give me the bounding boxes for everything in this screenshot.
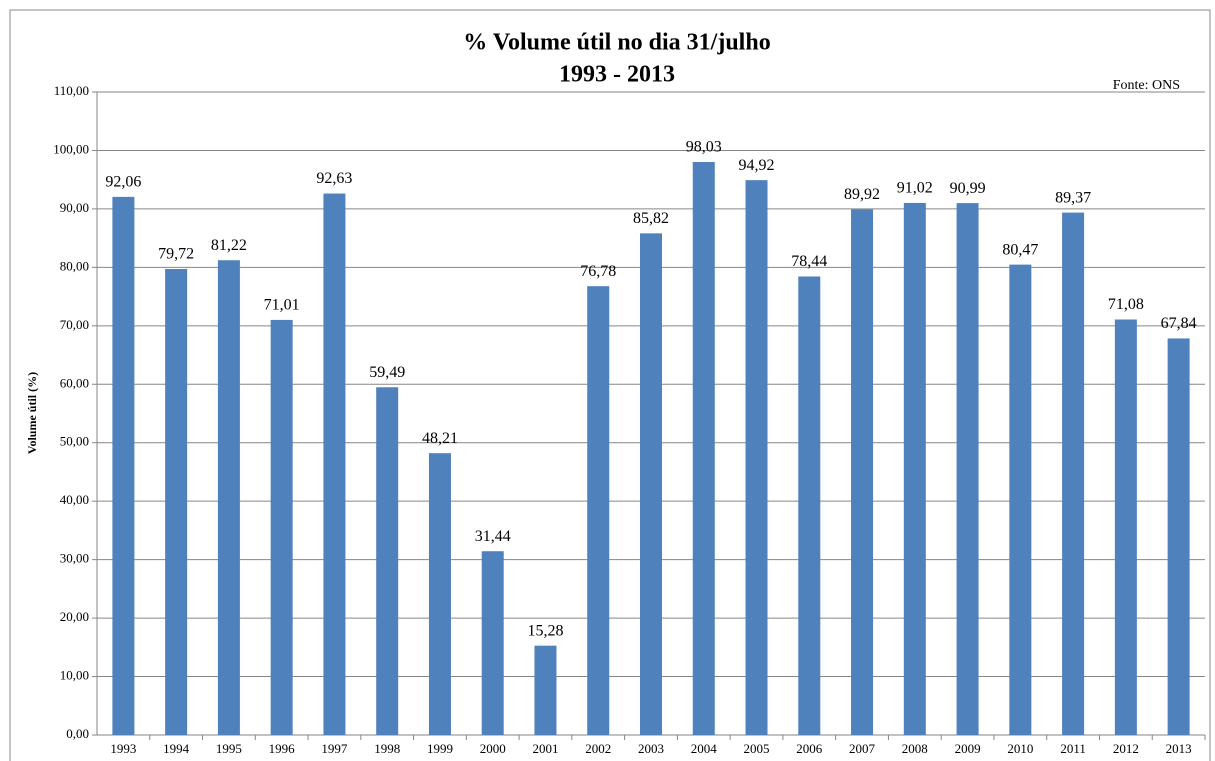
bar: [481, 551, 504, 735]
chart-title: % Volume útil no dia 31/julho: [463, 30, 770, 56]
x-tick-label: 2010: [1007, 741, 1033, 756]
bar: [534, 645, 557, 735]
x-tick-label: 2001: [532, 741, 558, 756]
bar: [587, 286, 610, 735]
y-tick-label: 110,00: [54, 83, 89, 98]
y-tick-label: 30,00: [60, 551, 89, 566]
value-label: 71,01: [264, 297, 300, 314]
value-label: 31,44: [475, 528, 511, 545]
x-tick-label: 1998: [374, 741, 400, 756]
y-tick-label: 90,00: [60, 200, 89, 215]
source-note: Fonte: ONS: [1113, 78, 1180, 93]
x-tick-label: 2008: [902, 741, 928, 756]
value-label: 92,63: [316, 170, 352, 187]
bar: [217, 260, 240, 735]
x-tick-label: 1993: [110, 741, 136, 756]
x-tick-label: 1999: [427, 741, 453, 756]
value-label: 59,49: [369, 364, 405, 381]
y-tick-label: 0,00: [66, 726, 89, 741]
bar: [323, 193, 346, 736]
chart-border: [9, 9, 1211, 761]
x-tick-label: 2009: [955, 741, 981, 756]
value-label: 81,22: [211, 237, 247, 254]
value-label: 78,44: [791, 253, 827, 270]
x-tick-label: 2000: [480, 741, 506, 756]
bar: [376, 387, 399, 735]
bar: [903, 202, 926, 736]
x-tick-label: 2012: [1113, 741, 1139, 756]
x-tick-label: 1996: [269, 741, 296, 756]
bar: [640, 233, 662, 736]
value-label: 91,02: [897, 180, 933, 197]
bar: [798, 276, 821, 735]
bar: [112, 196, 135, 736]
bar: [956, 203, 979, 736]
y-axis-label: Volume útil (%): [25, 372, 39, 454]
value-label: 90,99: [950, 180, 986, 197]
bar: [1167, 338, 1190, 735]
value-label: 67,84: [1161, 315, 1197, 332]
bar: [1114, 319, 1137, 735]
value-label: 85,82: [633, 210, 669, 227]
bar: [428, 453, 451, 735]
bar: [1009, 264, 1032, 735]
value-label: 80,47: [1002, 241, 1038, 258]
y-tick-label: 50,00: [60, 434, 89, 449]
value-label: 94,92: [739, 157, 775, 174]
x-tick-label: 2005: [744, 741, 770, 756]
x-tick-label: 2013: [1166, 741, 1192, 756]
x-tick-label: 2002: [585, 741, 611, 756]
x-tick-label: 2004: [691, 741, 718, 756]
chart-subtitle: 1993 - 2013: [559, 62, 675, 88]
x-tick-label: 1995: [216, 741, 242, 756]
x-tick-label: 2006: [796, 741, 823, 756]
bar: [1062, 212, 1085, 735]
y-tick-label: 40,00: [60, 492, 89, 507]
y-tick-label: 100,00: [53, 141, 89, 156]
value-label: 15,28: [527, 622, 563, 639]
x-tick-label: 1997: [321, 741, 348, 756]
x-tick-label: 2011: [1060, 741, 1086, 756]
bar: [745, 180, 768, 735]
value-label: 89,37: [1055, 189, 1091, 206]
y-tick-label: 20,00: [60, 609, 89, 624]
x-tick-label: 2003: [638, 741, 664, 756]
value-label: 76,78: [580, 263, 616, 280]
bar: [165, 269, 188, 735]
x-tick-label: 1994: [163, 741, 190, 756]
y-tick-label: 60,00: [60, 375, 89, 390]
y-tick-label: 70,00: [60, 317, 89, 332]
value-label: 92,06: [105, 174, 141, 191]
bar: [851, 209, 874, 736]
bar: [270, 319, 293, 735]
x-tick-label: 2007: [849, 741, 876, 756]
y-tick-label: 80,00: [60, 258, 89, 273]
value-label: 71,08: [1108, 296, 1144, 313]
value-label: 48,21: [422, 430, 458, 447]
value-label: 89,92: [844, 186, 880, 203]
y-tick-label: 10,00: [60, 668, 89, 683]
value-label: 98,03: [686, 139, 722, 156]
value-label: 79,72: [158, 246, 194, 263]
bar: [692, 161, 715, 735]
